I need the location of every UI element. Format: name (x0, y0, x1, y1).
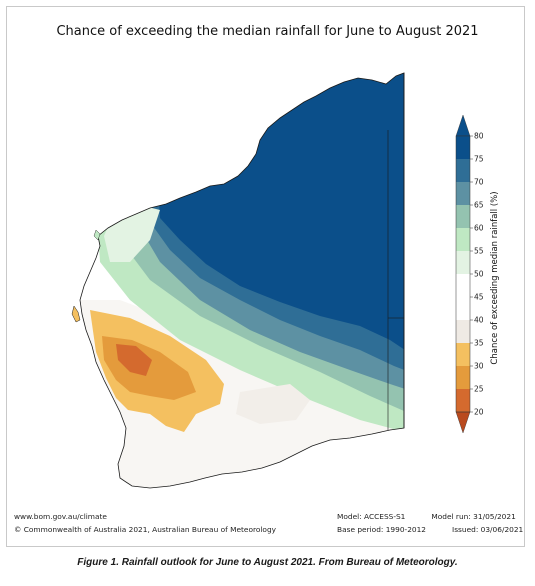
colorbar: 80 75 70 65 60 55 50 45 40 35 30 25 20 Chance of exc… (455, 114, 500, 434)
colorbar-tick-label: 80 (474, 132, 484, 141)
map-shaded-regions (80, 73, 404, 488)
footer-website: www.bom.gov.au/climate (14, 512, 107, 521)
colorbar-cell (456, 297, 470, 320)
below-median-patch (236, 384, 310, 424)
footer-model-info: Model: ACCESS-S1 Model run: 31/05/2021 B… (337, 510, 523, 536)
colorbar-title: Chance of exceeding median rainfall (%) (490, 191, 500, 364)
figure-caption: Figure 1. Rainfall outlook for June to A… (77, 557, 458, 568)
colorbar-tick-label: 75 (474, 155, 484, 164)
colorbar-tick-label: 30 (474, 362, 484, 371)
colorbar-top-arrow (455, 114, 471, 137)
colorbar-tick-label: 25 (474, 385, 484, 394)
colorbar-tick-label: 35 (474, 339, 484, 348)
colorbar-cell (456, 136, 470, 159)
colorbar-tick-label: 45 (474, 293, 484, 302)
colorbar-tick-label: 40 (474, 316, 484, 325)
colorbar-cell (456, 366, 470, 389)
footer-base-period: Base period: 1990-2012 (337, 525, 427, 534)
colorbar-tick-label: 55 (474, 247, 484, 256)
colorbar-cell (456, 320, 470, 343)
colorbar-bottom-arrow (455, 411, 471, 434)
coastline (79, 72, 405, 489)
band-25-30 (116, 344, 152, 376)
colorbar-cell (456, 274, 470, 297)
footer-copyright: © Commonwealth of Australia 2021, Austra… (14, 525, 277, 534)
map-title: Chance of exceeding the median rainfall … (56, 24, 479, 39)
colorbar-cell (456, 228, 470, 251)
colorbar-cell (456, 389, 470, 412)
island-shark-bay (71, 305, 81, 323)
footer-model-run: Model run: 31/05/2021 (431, 512, 516, 521)
colorbar-cell (456, 343, 470, 366)
footer-issued: Issued: 03/06/2021 (452, 525, 524, 534)
colorbar-tick-label: 65 (474, 201, 484, 210)
colorbar-tick-label: 60 (474, 224, 484, 233)
footer-model: Model: ACCESS-S1 (337, 512, 406, 521)
colorbar-tick-label: 20 (474, 408, 484, 417)
colorbar-cell (456, 205, 470, 228)
colorbar-tick-label: 50 (474, 270, 484, 279)
colorbar-tick-label: 70 (474, 178, 484, 187)
colorbar-cell (456, 182, 470, 205)
footer-credits: www.bom.gov.au/climate © Commonwealth of… (14, 510, 276, 536)
island-north-west (93, 229, 101, 241)
colorbar-cell (456, 159, 470, 182)
colorbar-cell (456, 251, 470, 274)
